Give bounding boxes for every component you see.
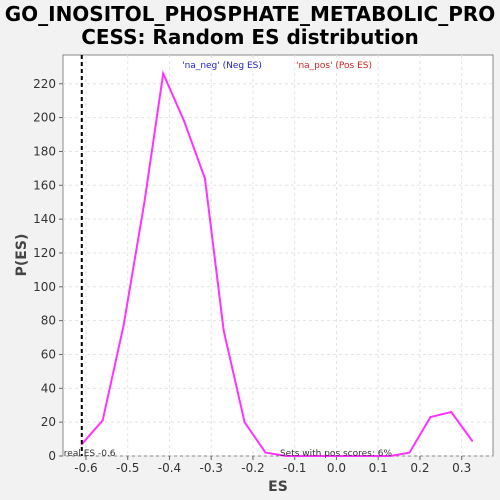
legend-neg-es: 'na_neg' (Neg ES) <box>182 61 262 71</box>
y-tick-label: 120 <box>33 246 56 260</box>
data-point <box>347 455 350 457</box>
data-point <box>243 421 246 424</box>
y-tick-label: 100 <box>33 280 56 294</box>
x-tick-label: 0.1 <box>369 461 388 475</box>
x-tick-label: 0.3 <box>452 461 471 475</box>
data-point <box>264 451 267 454</box>
data-point <box>306 455 309 457</box>
data-point <box>471 439 474 442</box>
x-tick-label: -0.3 <box>199 461 222 475</box>
data-point <box>183 119 186 122</box>
y-axis-label: P(ES) <box>14 234 30 277</box>
chart-title-line-1: GO_INOSITOL_PHOSPHATE_METABOLIC_PRO <box>5 2 496 26</box>
y-tick-label: 220 <box>33 77 56 91</box>
y-axis-ticks: 0 20 40 60 80 100 120 140 160 180 200 220 <box>33 77 63 463</box>
y-tick-label: 140 <box>33 212 56 226</box>
x-axis-ticks: -0.6 -0.5 -0.4 -0.3 -0.2 -0.1 0.0 0.1 0.2 0.3 <box>74 456 471 475</box>
x-tick-label: -0.6 <box>74 461 97 475</box>
legend-pos-es: 'na_pos' (Pos ES) <box>296 61 372 71</box>
data-point <box>222 329 225 332</box>
distribution-line <box>81 70 473 457</box>
data-point <box>162 72 165 75</box>
y-tick-label: 60 <box>41 347 56 361</box>
series-layer <box>80 70 474 457</box>
y-tick-label: 180 <box>33 144 56 158</box>
data-point <box>450 411 453 414</box>
x-tick-label: -0.4 <box>158 461 181 475</box>
x-tick-label: 0.0 <box>327 461 346 475</box>
data-point <box>285 455 288 457</box>
y-tick-label: 40 <box>41 381 56 395</box>
data-point <box>429 416 432 419</box>
data-point <box>101 419 104 422</box>
x-tick-label: -0.5 <box>116 461 139 475</box>
pos-scores-annotation: Sets with pos scores: 6% <box>280 449 393 459</box>
data-point <box>203 177 206 180</box>
y-tick-label: 200 <box>33 111 56 125</box>
x-tick-label: 0.2 <box>410 461 429 475</box>
data-point <box>408 451 411 454</box>
data-point <box>122 324 125 327</box>
y-tick-label: 160 <box>33 178 56 192</box>
data-point <box>327 455 330 457</box>
x-tick-label: -0.2 <box>241 461 264 475</box>
y-tick-label: 20 <box>41 415 56 429</box>
grid <box>63 55 493 457</box>
x-axis-label: ES <box>268 479 288 495</box>
x-tick-label: -0.1 <box>283 461 306 475</box>
real-es-label: real ES -0.6 <box>64 449 116 459</box>
y-tick-label: 0 <box>48 449 56 463</box>
data-point <box>143 201 146 204</box>
data-point <box>368 455 371 457</box>
chart-title-line-2: CESS: Random ES distribution <box>81 25 419 49</box>
real-es-layer: real ES -0.6 <box>64 55 116 459</box>
data-point <box>389 455 392 457</box>
y-tick-label: 80 <box>41 314 56 328</box>
